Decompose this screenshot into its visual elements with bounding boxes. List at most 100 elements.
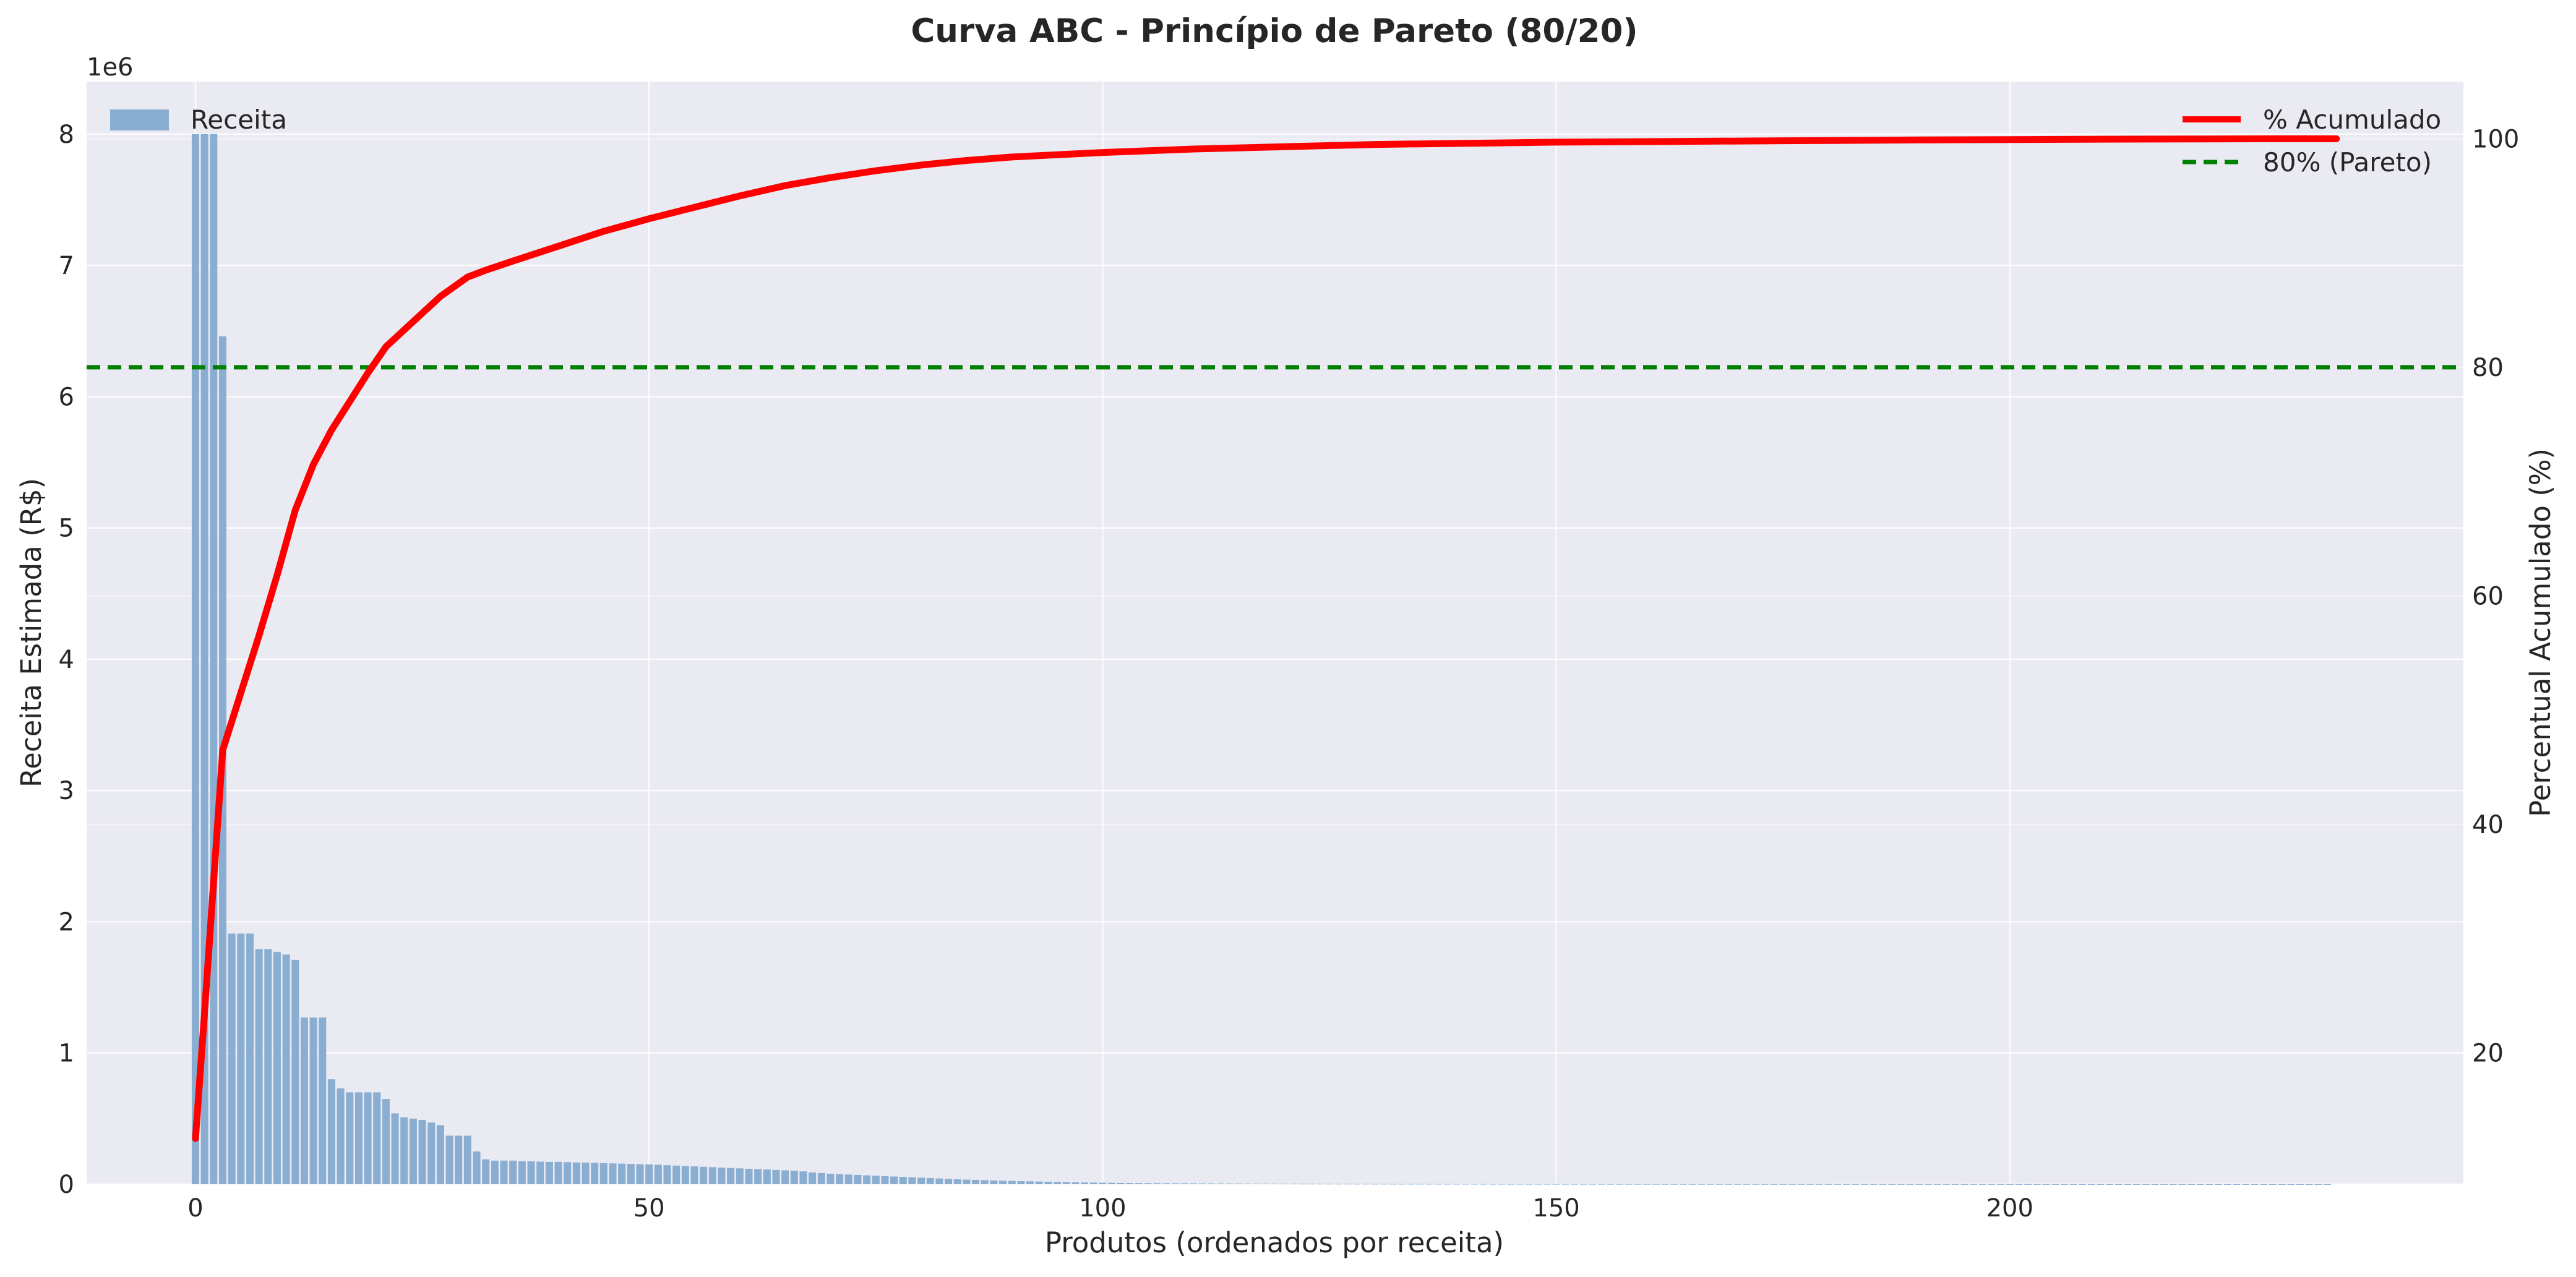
revenue-bar	[536, 1161, 544, 1184]
revenue-bar	[1824, 1184, 1832, 1185]
revenue-bar	[2060, 1184, 2068, 1185]
revenue-bar	[863, 1175, 871, 1184]
legend-receita-label: Receita	[191, 105, 287, 135]
revenue-bar	[672, 1165, 680, 1184]
revenue-bar	[273, 952, 281, 1184]
legend-pareto-label: 80% (Pareto)	[2263, 147, 2432, 177]
revenue-bar	[1597, 1184, 1605, 1185]
revenue-bar	[1933, 1184, 1941, 1185]
revenue-bar	[564, 1162, 572, 1184]
revenue-bar	[2314, 1184, 2322, 1185]
revenue-bar	[1126, 1183, 1134, 1184]
revenue-bar	[1516, 1184, 1524, 1185]
revenue-bar	[1144, 1183, 1152, 1184]
revenue-bar	[963, 1179, 971, 1184]
revenue-bar	[1879, 1184, 1887, 1185]
revenue-bar	[418, 1119, 426, 1184]
revenue-bar	[545, 1161, 553, 1184]
revenue-bar	[1561, 1184, 1569, 1185]
revenue-bar	[1071, 1182, 1080, 1184]
revenue-bar	[1779, 1184, 1787, 1185]
y-right-tick-label: 40	[2472, 811, 2504, 839]
revenue-bar	[627, 1164, 635, 1184]
revenue-bar	[2269, 1184, 2277, 1185]
revenue-bar	[609, 1163, 617, 1184]
revenue-bar	[1579, 1184, 1587, 1185]
revenue-bar	[681, 1166, 689, 1184]
revenue-bar	[1861, 1184, 1869, 1185]
revenue-bar	[436, 1125, 444, 1184]
revenue-bar	[1897, 1184, 1905, 1185]
revenue-bar	[1698, 1184, 1706, 1185]
revenue-bar	[2233, 1184, 2241, 1185]
revenue-bar	[981, 1180, 989, 1184]
cumulative-percent-line	[192, 135, 2340, 1142]
revenue-bar	[554, 1161, 562, 1184]
revenue-bar	[591, 1163, 599, 1184]
revenue-bar	[527, 1161, 535, 1184]
y-right-tick-label: 100	[2472, 125, 2519, 153]
revenue-bar	[2196, 1184, 2204, 1185]
revenue-bar	[2106, 1184, 2114, 1185]
revenue-bar	[1842, 1184, 1850, 1185]
revenue-bar	[1752, 1184, 1760, 1185]
legend-right: % Acumulado 80% (Pareto)	[2183, 105, 2441, 177]
y-right-axis-label: Percentual Acumulado (%)	[2524, 448, 2557, 817]
revenue-bar	[953, 1179, 961, 1184]
x-tick-label: 50	[633, 1194, 665, 1223]
revenue-bar	[2087, 1184, 2095, 1185]
revenue-bar	[455, 1135, 463, 1184]
revenue-bar	[1943, 1184, 1951, 1185]
revenue-bar	[708, 1167, 716, 1184]
chart-title: Curva ABC - Princípio de Pareto (80/20)	[911, 12, 1638, 50]
revenue-bar	[364, 1092, 372, 1184]
revenue-bar	[1017, 1181, 1025, 1184]
revenue-bar	[790, 1171, 798, 1184]
revenue-bar	[500, 1160, 508, 1184]
revenue-bar	[382, 1099, 390, 1184]
revenue-bar	[1706, 1184, 1714, 1185]
revenue-bar	[799, 1171, 807, 1184]
revenue-bar	[237, 933, 245, 1184]
revenue-bar	[663, 1165, 671, 1184]
revenue-bar	[1834, 1184, 1842, 1185]
revenue-bar	[781, 1170, 789, 1184]
revenue-bar	[2187, 1184, 2196, 1185]
revenue-bar	[935, 1178, 943, 1184]
revenue-bar	[636, 1164, 644, 1184]
y-left-axis-label: Receita Estimada (R$)	[15, 478, 48, 787]
plot-background	[87, 82, 2463, 1184]
revenue-bar	[228, 933, 236, 1184]
revenue-bar	[373, 1092, 381, 1184]
revenue-bar	[1498, 1184, 1506, 1185]
revenue-bar	[772, 1169, 780, 1184]
revenue-bar	[391, 1113, 399, 1184]
revenue-bar	[1652, 1184, 1660, 1185]
revenue-bar	[246, 933, 254, 1184]
revenue-bar	[482, 1159, 490, 1184]
revenue-bar	[1679, 1184, 1687, 1185]
revenue-bar	[1099, 1182, 1107, 1184]
revenue-bar	[1153, 1183, 1161, 1184]
revenue-bar	[826, 1174, 835, 1184]
revenue-bar	[319, 1017, 327, 1184]
revenue-bar	[1026, 1181, 1034, 1184]
revenue-bar	[509, 1160, 517, 1184]
revenue-bar	[1616, 1184, 1624, 1185]
revenue-bar	[2042, 1184, 2050, 1185]
revenue-bar	[473, 1151, 481, 1184]
revenue-bar	[745, 1168, 753, 1184]
revenue-bar	[1135, 1183, 1143, 1184]
revenue-bar	[327, 1079, 335, 1184]
revenue-bar	[844, 1174, 852, 1184]
revenue-bar	[2033, 1184, 2041, 1185]
x-tick-label: 0	[187, 1194, 203, 1223]
revenue-bar	[1054, 1182, 1062, 1184]
revenue-bar	[1089, 1182, 1097, 1184]
revenue-bar	[1008, 1181, 1016, 1184]
revenue-bar	[427, 1122, 436, 1184]
y-left-tick-label: 7	[59, 252, 74, 280]
revenue-bar	[754, 1169, 762, 1184]
revenue-bar	[1162, 1183, 1170, 1184]
y-right-tick-label: 80	[2472, 354, 2504, 382]
